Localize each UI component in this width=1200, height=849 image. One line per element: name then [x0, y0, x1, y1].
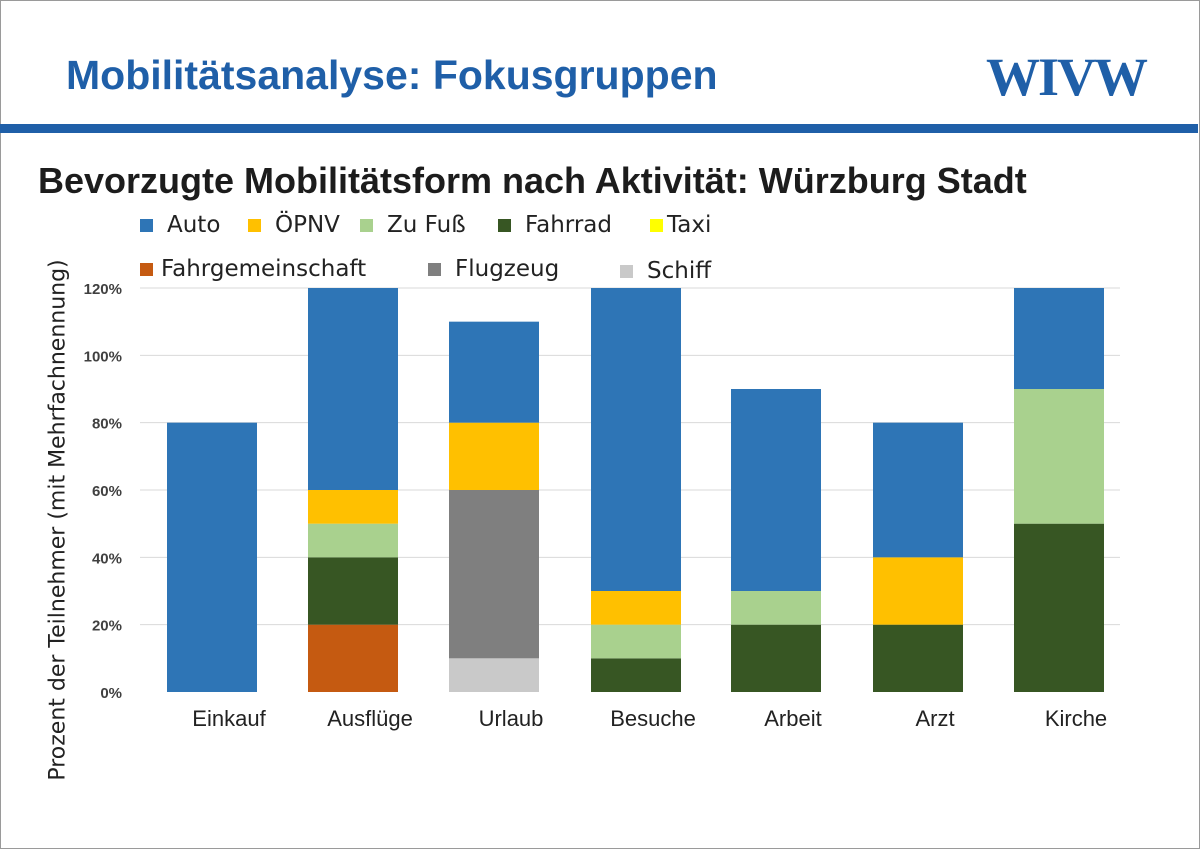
bar-segment-öpnv — [308, 490, 398, 524]
legend-item-zu-fuss: Zu Fuß — [360, 212, 466, 238]
bar-segment-auto — [731, 389, 821, 591]
header-divider — [0, 124, 1198, 133]
x-tick-label: Urlaub — [479, 706, 544, 731]
bar-segment-auto — [449, 321, 539, 423]
legend-label-zu-fuss: Zu Fuß — [387, 212, 466, 238]
x-tick-label: Ausflüge — [327, 706, 413, 731]
bar-segment-zu-fuß — [308, 523, 398, 558]
legend-item-flugzeug: Flugzeug — [428, 256, 559, 282]
legend-label-fahrrad: Fahrrad — [525, 212, 612, 238]
bar-segment-fahrrad — [308, 557, 398, 625]
bar-segment-flugzeug — [449, 490, 539, 659]
legend-item-taxi: Taxi — [650, 212, 711, 238]
bar-segment-öpnv — [873, 557, 963, 625]
x-tick-label: Besuche — [610, 706, 696, 731]
y-tick-label: 40% — [92, 550, 122, 567]
bar-segment-auto — [167, 422, 257, 692]
legend-item-fahrrad: Fahrrad — [498, 212, 612, 238]
bar-segment-zu-fuß — [731, 591, 821, 625]
y-tick-label: 0% — [100, 685, 122, 702]
legend-label-flugzeug: Flugzeug — [455, 256, 560, 282]
y-tick-label: 100% — [84, 348, 122, 365]
legend-label-taxi: Taxi — [667, 212, 712, 238]
bar-segment-fahrrad — [873, 624, 963, 692]
wivw-logo: WIVW — [986, 47, 1148, 107]
legend-label-oepnv: ÖPNV — [275, 212, 340, 238]
legend-swatch-auto — [140, 218, 153, 232]
page-title: Mobilitätsanalyse: Fokusgruppen — [66, 52, 718, 98]
x-tick-label: Kirche — [1045, 706, 1107, 731]
bar-segment-fahrgemeinschaft — [308, 624, 398, 692]
legend-item-fahrgemeinschaft: Fahrgemeinschaft — [140, 256, 366, 282]
bar-segment-zu-fuß — [591, 624, 681, 659]
legend-item-auto: Auto — [140, 212, 220, 238]
bar-segment-auto — [591, 288, 681, 591]
bar-segment-öpnv — [449, 422, 539, 490]
chart-title: Bevorzugte Mobilitätsform nach Aktivität… — [38, 160, 1027, 201]
bar-segment-auto — [873, 422, 963, 558]
y-tick-label: 120% — [84, 281, 122, 298]
legend-swatch-schiff — [620, 264, 633, 278]
y-tick-label: 60% — [92, 483, 122, 500]
legend-label-schiff: Schiff — [647, 258, 712, 284]
x-tick-label: Einkauf — [192, 706, 266, 731]
legend-swatch-fahrgemeinschaft — [140, 262, 153, 276]
bar-segment-fahrrad — [591, 658, 681, 692]
legend-label-auto: Auto — [167, 212, 221, 238]
legend-swatch-zu-fuss — [360, 218, 373, 232]
bar-segment-fahrrad — [731, 624, 821, 692]
bar-segment-schiff — [449, 658, 539, 692]
legend-swatch-fahrrad — [498, 218, 511, 232]
legend-swatch-taxi — [650, 218, 663, 232]
legend-label-fahrgemeinschaft: Fahrgemeinschaft — [161, 256, 367, 282]
legend-swatch-oepnv — [248, 218, 261, 232]
legend-item-oepnv: ÖPNV — [248, 212, 340, 238]
y-tick-label: 80% — [92, 416, 122, 433]
bar-segment-fahrrad — [1014, 523, 1104, 692]
bar-segment-auto — [1014, 288, 1104, 389]
bar-segment-auto — [308, 288, 398, 490]
bar-segment-zu-fuß — [1014, 389, 1104, 524]
y-tick-label: 20% — [92, 618, 122, 635]
x-tick-label: Arzt — [915, 706, 954, 731]
x-tick-label: Arbeit — [764, 706, 821, 731]
legend-swatch-flugzeug — [428, 262, 441, 276]
bar-segment-öpnv — [591, 591, 681, 625]
legend-item-schiff: Schiff — [620, 258, 711, 284]
